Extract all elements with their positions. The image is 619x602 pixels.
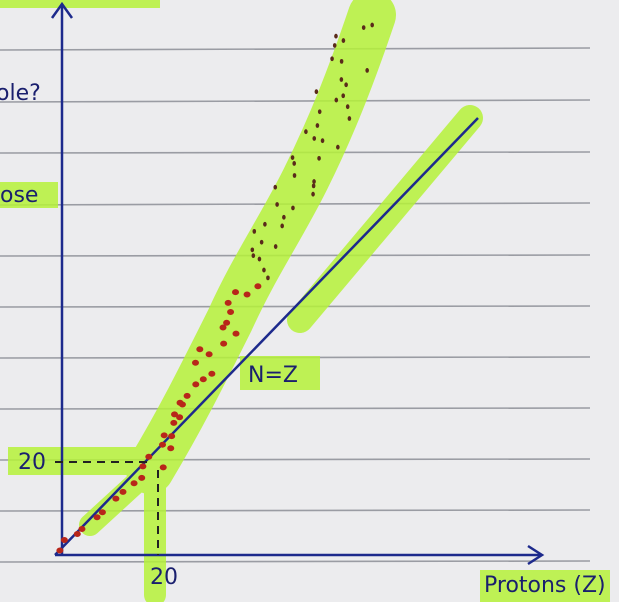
line-label: N=Z	[248, 363, 298, 388]
dot	[334, 34, 338, 39]
dot	[312, 136, 316, 141]
dot	[94, 514, 101, 520]
dot	[275, 202, 279, 207]
dot	[138, 475, 145, 481]
dot	[341, 93, 345, 98]
dot	[112, 496, 119, 502]
dot	[252, 229, 256, 234]
dot	[208, 371, 215, 377]
dot	[273, 185, 277, 190]
dot	[192, 360, 199, 366]
dot	[167, 445, 174, 451]
dot	[348, 116, 352, 121]
dot	[244, 292, 251, 298]
dot	[168, 433, 175, 439]
dot	[232, 289, 239, 295]
dot	[225, 300, 232, 306]
dot	[317, 156, 321, 161]
dot	[260, 240, 264, 245]
page: ole? ose 20 20 N=Z Protons (Z) (() => { …	[0, 0, 619, 602]
dot	[227, 309, 234, 315]
dot	[177, 400, 184, 406]
dot	[196, 346, 203, 352]
dot	[220, 341, 227, 347]
dot	[280, 224, 284, 229]
dot	[170, 420, 177, 426]
dot	[344, 82, 348, 87]
dot	[311, 192, 315, 197]
dot	[184, 393, 191, 399]
dot	[370, 23, 374, 28]
dot	[334, 98, 338, 103]
note-text: ole?	[0, 81, 41, 106]
dot	[336, 145, 340, 150]
dot	[160, 464, 167, 470]
dot	[365, 68, 369, 73]
dot	[282, 215, 286, 220]
dot	[293, 173, 297, 178]
dot	[159, 442, 166, 448]
dot	[274, 244, 278, 249]
dot	[263, 222, 267, 227]
dot	[291, 206, 295, 211]
dot	[333, 43, 337, 48]
dot	[315, 89, 319, 94]
dot	[223, 320, 230, 326]
dot	[346, 104, 350, 109]
dot	[312, 183, 316, 188]
x-tick-label: 20	[150, 565, 178, 590]
dot	[56, 547, 63, 553]
dot	[316, 123, 320, 128]
dot	[262, 268, 266, 273]
dot	[119, 489, 126, 495]
dot	[304, 129, 308, 134]
dot	[340, 77, 344, 82]
dot	[266, 275, 270, 280]
dot	[318, 109, 322, 114]
dot	[139, 463, 146, 469]
dot	[258, 257, 262, 262]
dot	[145, 454, 152, 460]
dot	[61, 537, 68, 543]
dot	[342, 38, 346, 43]
dot	[291, 155, 295, 160]
y-tick-label: 20	[18, 450, 46, 475]
dot	[252, 253, 256, 258]
notebook-photo: ole? ose 20 20 N=Z Protons (Z)	[0, 0, 619, 602]
dot	[171, 411, 178, 417]
dot	[192, 381, 199, 387]
dot	[292, 161, 296, 166]
dot	[340, 59, 344, 64]
dot	[206, 351, 213, 357]
dot	[362, 25, 366, 30]
x-axis-label: Protons (Z)	[484, 573, 606, 598]
note-text: ose	[0, 183, 38, 208]
dot	[161, 432, 168, 438]
dot	[131, 480, 138, 486]
dot	[254, 283, 261, 289]
dot	[330, 56, 334, 61]
dot	[200, 376, 207, 382]
dot	[251, 247, 255, 252]
dot	[99, 509, 106, 515]
dot	[74, 531, 81, 537]
dot	[321, 138, 325, 143]
dot	[78, 526, 85, 532]
dot	[312, 179, 316, 184]
dot	[232, 331, 239, 337]
